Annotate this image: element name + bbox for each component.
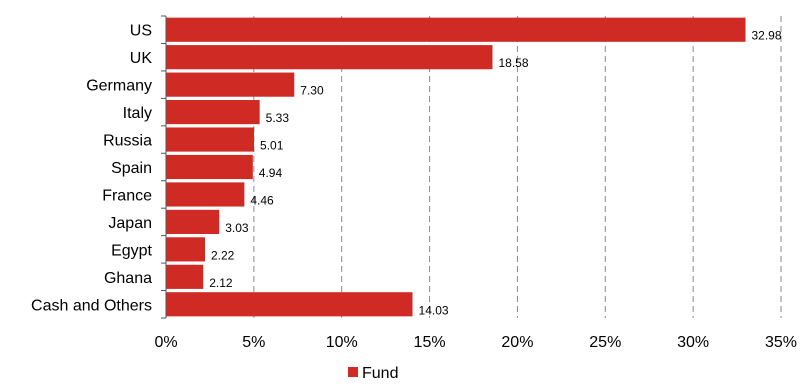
data-label: 18.58 (498, 56, 528, 70)
data-label: 3.03 (225, 221, 249, 235)
category-label: Cash and Others (31, 297, 152, 314)
category-label: Italy (123, 105, 152, 122)
bar (166, 72, 295, 97)
category-label: Russia (103, 133, 152, 150)
category-label: Egypt (111, 242, 152, 259)
data-label: 5.33 (266, 111, 290, 125)
data-label: 4.94 (259, 166, 283, 180)
data-label: 4.46 (250, 193, 274, 207)
axes (161, 15, 167, 319)
legend-label: Fund (362, 365, 398, 382)
bars (166, 17, 746, 317)
bar (166, 100, 260, 125)
legend: Fund (348, 365, 398, 382)
bar (166, 209, 220, 234)
x-tick-label: 15% (414, 334, 446, 351)
legend-swatch (348, 367, 358, 377)
category-label: US (130, 23, 152, 40)
data-label: 2.22 (211, 248, 235, 262)
bar (166, 17, 746, 42)
x-tick-label: 5% (242, 334, 265, 351)
data-label: 2.12 (209, 276, 233, 290)
bar (166, 154, 253, 180)
x-tick-label: 20% (501, 334, 533, 351)
category-label: Spain (111, 160, 152, 177)
x-tick-labels: 0% 5% 10% 15% 20% 25% 30% 35% (154, 334, 797, 351)
bar (166, 182, 245, 207)
bar (166, 127, 255, 152)
data-label: 32.98 (752, 29, 782, 43)
category-label: Ghana (104, 270, 152, 287)
bar (166, 45, 493, 70)
category-labels: US UK Germany Italy Russia Spain France Japan Eg… (31, 23, 153, 315)
bar (166, 237, 206, 262)
x-tick-label: 10% (326, 334, 358, 351)
data-label: 14.03 (419, 303, 449, 317)
category-label: Germany (86, 78, 152, 95)
x-tick-label: 35% (765, 334, 797, 351)
category-label: UK (130, 50, 153, 67)
data-label: 5.01 (260, 139, 284, 153)
category-label: Japan (108, 215, 152, 232)
data-label: 7.30 (300, 84, 324, 98)
bar (166, 292, 413, 317)
category-label: France (102, 187, 152, 204)
bar (166, 264, 204, 289)
x-tick-label: 0% (154, 334, 177, 351)
data-labels: 32.98 18.58 7.30 5.33 5.01 4.94 4.463.03 2.22 2.… (209, 29, 782, 318)
x-tick-label: 25% (589, 334, 621, 351)
x-tick-label: 30% (677, 334, 709, 351)
